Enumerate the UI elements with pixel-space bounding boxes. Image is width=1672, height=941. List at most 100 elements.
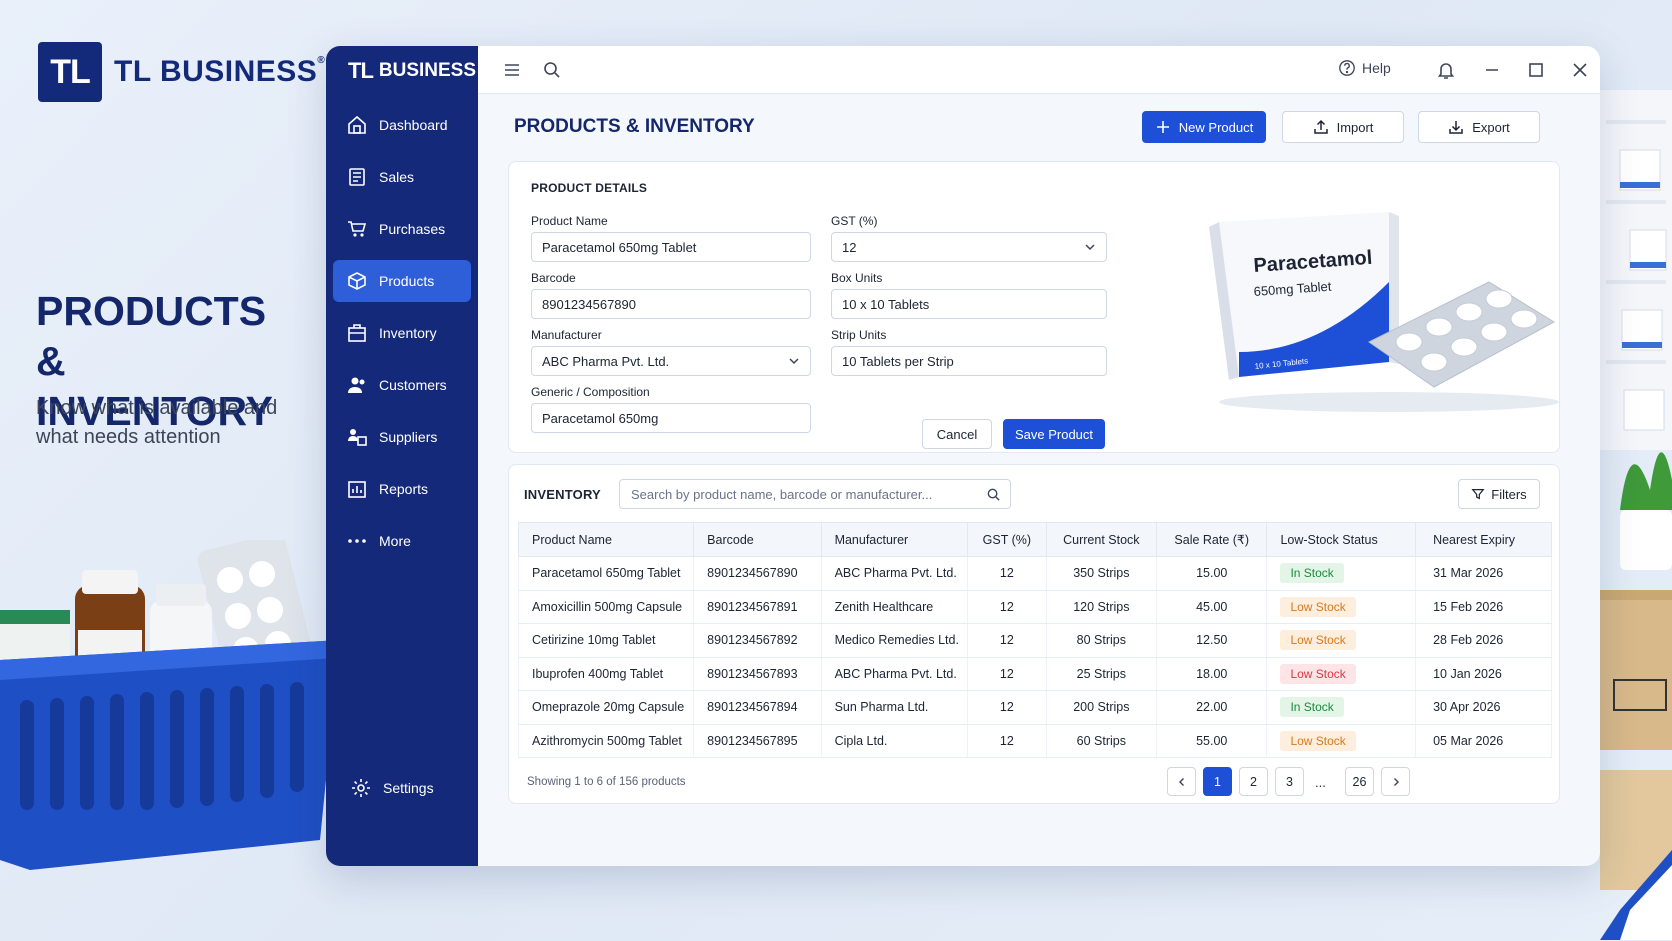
- chevron-right-icon: [1393, 777, 1399, 786]
- table-cell: 25 Strips: [1045, 657, 1158, 691]
- table-cell: 18.00: [1156, 657, 1268, 691]
- medicine-basket-illustration: [0, 540, 340, 870]
- sidebar-item-dashboard[interactable]: Dashboard: [333, 104, 471, 146]
- filters-button[interactable]: Filters: [1458, 479, 1540, 509]
- sidebar-item-reports[interactable]: Reports: [333, 468, 471, 510]
- new-product-label: New Product: [1178, 119, 1254, 135]
- cancel-button[interactable]: Cancel: [922, 419, 992, 449]
- manufacturer-select[interactable]: ABC Pharma Pvt. Ltd.: [531, 346, 811, 376]
- column-header[interactable]: Product Name: [517, 522, 695, 557]
- suppliers-icon: [348, 429, 367, 446]
- column-header[interactable]: Barcode: [693, 522, 822, 557]
- table-cell: Cetirizine 10mg Tablet: [517, 623, 695, 658]
- table-row[interactable]: Paracetamol 650mg Tablet 8901234567890 ABC…: [517, 556, 1552, 591]
- gst-select[interactable]: 12: [831, 232, 1107, 262]
- help-button[interactable]: Help: [1338, 59, 1391, 77]
- sidebar-item-inventory[interactable]: Inventory: [333, 312, 471, 354]
- table-cell: Omeprazole 20mg Capsule: [517, 690, 695, 725]
- search-icon[interactable]: [542, 60, 562, 80]
- table-cell: 22.00: [1156, 690, 1268, 725]
- table-cell: 55.00: [1156, 724, 1268, 758]
- gst-label: GST (%): [831, 214, 878, 228]
- table-cell: Zenith Healthcare: [820, 590, 969, 624]
- column-header[interactable]: Manufacturer: [820, 522, 969, 557]
- status-cell: Low Stock: [1266, 724, 1417, 758]
- sidebar-item-label: Inventory: [379, 325, 437, 341]
- inventory-search-input[interactable]: Search by product name, barcode or manuf…: [619, 479, 1011, 509]
- table-cell: Cipla Ltd.: [820, 724, 969, 758]
- pagination-page-26[interactable]: 26: [1345, 767, 1374, 796]
- reports-icon: [348, 481, 366, 498]
- sidebar-brand[interactable]: TL BUSINESS: [326, 46, 478, 96]
- column-header[interactable]: Current Stock: [1045, 522, 1158, 557]
- close-icon[interactable]: [1570, 60, 1590, 80]
- table-cell: 8901234567894: [693, 690, 822, 725]
- minimize-icon[interactable]: [1482, 60, 1502, 80]
- status-cell: Low Stock: [1266, 623, 1417, 658]
- barcode-input[interactable]: 8901234567890: [531, 289, 811, 319]
- settings-label: Settings: [383, 780, 434, 796]
- sidebar-item-purchases[interactable]: Purchases: [333, 208, 471, 250]
- table-cell: 350 Strips: [1045, 556, 1158, 591]
- import-button[interactable]: Import: [1282, 111, 1404, 143]
- export-button[interactable]: Export: [1418, 111, 1540, 143]
- box-units-label: Box Units: [831, 271, 883, 285]
- sidebar-item-suppliers[interactable]: Suppliers: [333, 416, 471, 458]
- product-name-input[interactable]: Paracetamol 650mg Tablet: [531, 232, 811, 262]
- download-icon: [1449, 121, 1463, 134]
- table-cell: Azithromycin 500mg Tablet: [517, 724, 695, 758]
- table-cell: 12: [967, 657, 1047, 691]
- box-units-input[interactable]: 10 x 10 Tablets: [831, 289, 1107, 319]
- gear-icon: [352, 779, 370, 797]
- sidebar-item-settings[interactable]: Settings: [333, 768, 471, 808]
- table-cell: 12: [967, 590, 1047, 624]
- status-badge: Low Stock: [1280, 730, 1356, 751]
- pagination-prev[interactable]: [1167, 767, 1196, 796]
- table-cell: Sun Pharma Ltd.: [820, 690, 969, 725]
- table-cell: 31 Mar 2026: [1415, 556, 1552, 591]
- save-product-button[interactable]: Save Product: [1003, 419, 1105, 449]
- column-header[interactable]: Sale Rate (₹): [1156, 522, 1268, 557]
- status-badge: In Stock: [1280, 563, 1344, 584]
- inventory-card: INVENTORY Search by product name, barcod…: [508, 464, 1560, 804]
- bell-icon[interactable]: [1436, 60, 1456, 80]
- menu-icon[interactable]: [502, 60, 522, 80]
- product-details-title: PRODUCT DETAILS: [531, 181, 648, 195]
- table-cell: 28 Feb 2026: [1415, 623, 1552, 658]
- table-row[interactable]: Omeprazole 20mg Capsule 8901234567894 Sun …: [517, 690, 1552, 725]
- pagination-page-1[interactable]: 1: [1203, 767, 1232, 796]
- sidebar-item-label: Customers: [379, 377, 447, 393]
- table-cell: 8901234567895: [693, 724, 822, 758]
- pagination-next[interactable]: [1381, 767, 1410, 796]
- sidebar-item-sales[interactable]: Sales: [333, 156, 471, 198]
- table-row[interactable]: Ibuprofen 400mg Tablet 8901234567893 ABC P…: [517, 657, 1552, 691]
- manufacturer-value: ABC Pharma Pvt. Ltd.: [542, 353, 670, 369]
- column-header[interactable]: Low-Stock Status: [1266, 522, 1417, 557]
- pagination-page-2[interactable]: 2: [1239, 767, 1268, 796]
- maximize-icon[interactable]: [1526, 60, 1546, 80]
- table-row[interactable]: Azithromycin 500mg Tablet 8901234567895 Ci…: [517, 724, 1552, 758]
- pagination-page-3[interactable]: 3: [1275, 767, 1304, 796]
- filters-label: Filters: [1491, 486, 1527, 502]
- new-product-button[interactable]: New Product: [1142, 111, 1266, 143]
- hero-title: PRODUCTS & INVENTORY: [36, 288, 273, 434]
- import-label: Import: [1336, 119, 1374, 135]
- table-row[interactable]: Amoxicillin 500mg Capsule 8901234567891 Ze…: [517, 590, 1552, 624]
- strip-units-label: Strip Units: [831, 328, 887, 342]
- sidebar-brand-name: BUSINESS: [378, 60, 477, 81]
- export-label: Export: [1472, 119, 1510, 135]
- column-header[interactable]: GST (%): [967, 522, 1047, 557]
- strip-units-input[interactable]: 10 Tablets per Strip: [831, 346, 1107, 376]
- generic-input[interactable]: Paracetamol 650mg: [531, 403, 811, 433]
- sidebar-item-customers[interactable]: Customers: [333, 364, 471, 406]
- sidebar-item-more[interactable]: More: [333, 520, 471, 562]
- sidebar-item-products[interactable]: Products: [333, 260, 471, 302]
- table-row[interactable]: Cetirizine 10mg Tablet 8901234567892 Medic…: [517, 623, 1552, 658]
- hero-subtitle: Know what is available and what needs at…: [36, 397, 278, 448]
- status-cell: Low Stock: [1266, 590, 1417, 624]
- column-header[interactable]: Nearest Expiry: [1415, 522, 1552, 557]
- inventory-table: Product Name Barcode Manufacturer GST (%…: [517, 522, 1552, 758]
- table-cell: 200 Strips: [1045, 690, 1158, 725]
- table-cell: 15.00: [1156, 556, 1268, 591]
- table-cell: 60 Strips: [1045, 724, 1158, 758]
